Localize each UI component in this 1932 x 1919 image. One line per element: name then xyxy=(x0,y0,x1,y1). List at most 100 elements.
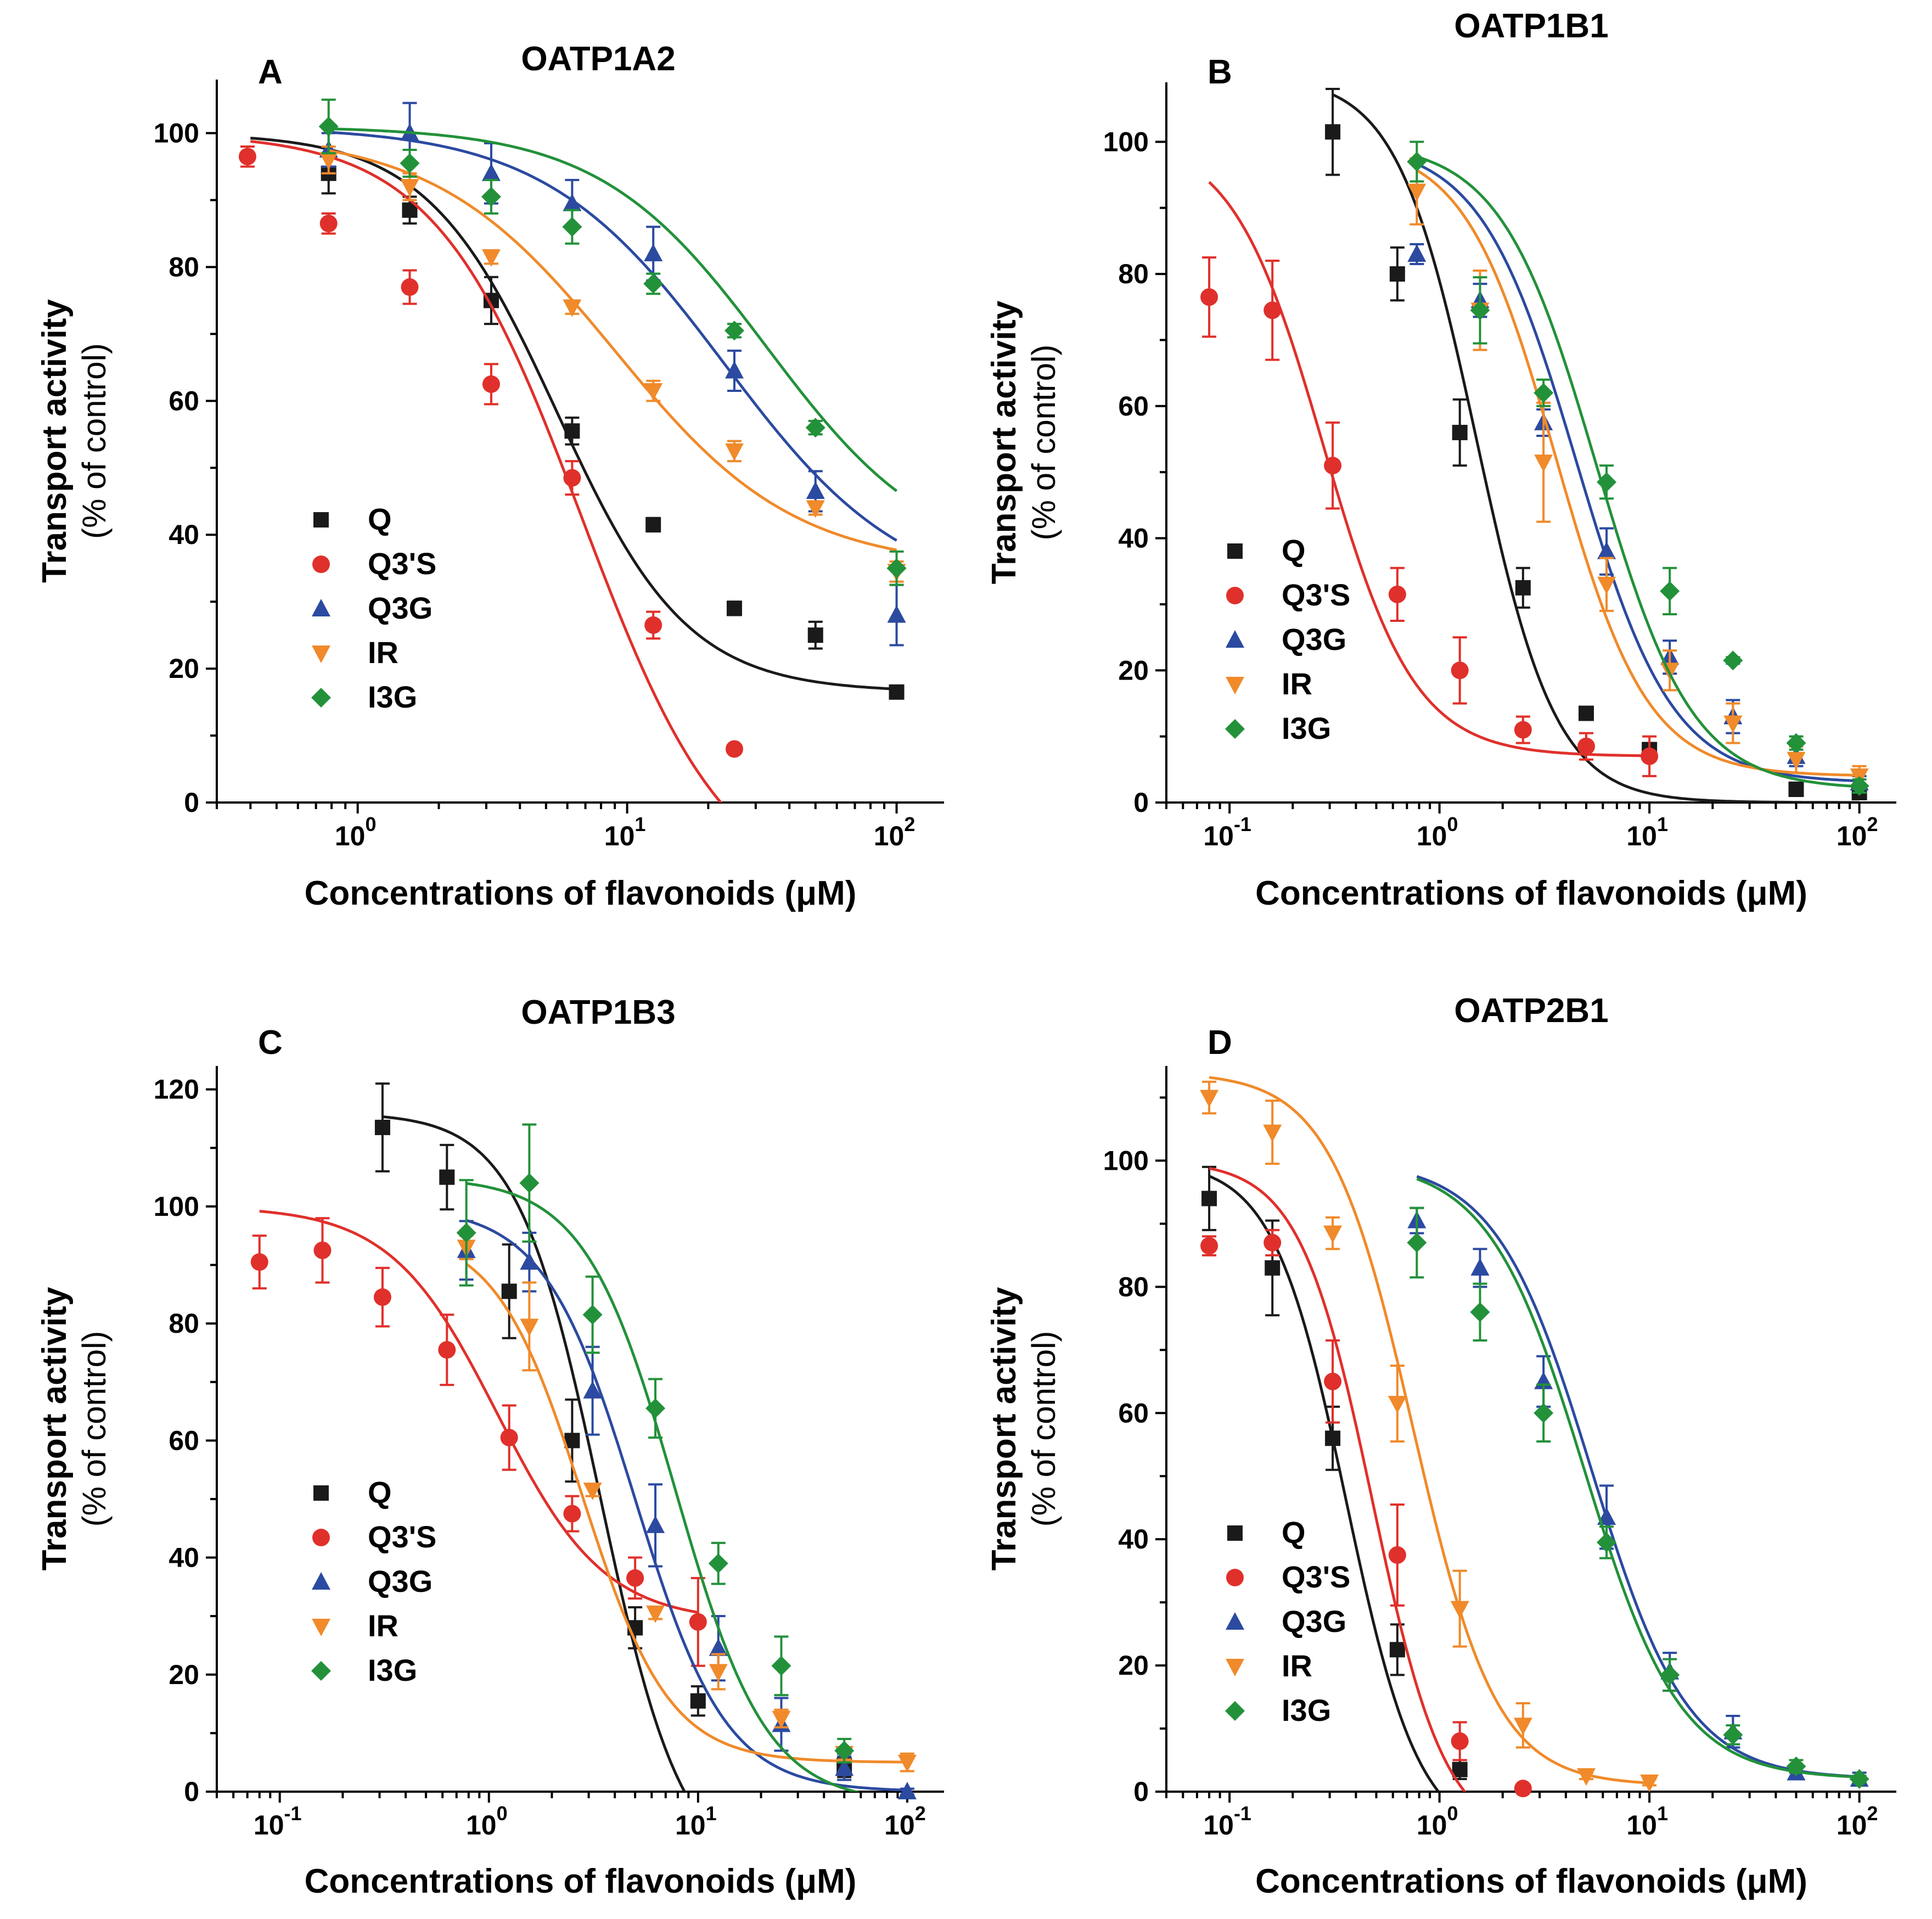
data-point xyxy=(1407,1232,1427,1253)
y-tick-label: 20 xyxy=(169,1659,199,1690)
data-point xyxy=(1577,1768,1596,1786)
y-tick-label: 0 xyxy=(1133,1776,1149,1807)
legend-marker xyxy=(312,1529,330,1546)
legend-marker xyxy=(312,1572,330,1590)
legend-marker xyxy=(312,556,330,573)
legend-marker xyxy=(313,512,329,528)
data-point xyxy=(1201,1191,1217,1207)
data-point xyxy=(1324,1372,1342,1390)
x-tick-label: 101 xyxy=(1626,1802,1668,1841)
y-axis-sublabel: (% of control) xyxy=(76,343,113,539)
y-tick-label: 80 xyxy=(169,1308,199,1339)
y-tick-label: 0 xyxy=(1133,787,1149,818)
data-point xyxy=(835,1758,854,1776)
series-q3s xyxy=(250,1210,707,1667)
data-point xyxy=(1534,454,1553,473)
legend-marker xyxy=(1227,1525,1243,1541)
data-point xyxy=(708,1553,728,1574)
x-tick-label: 102 xyxy=(874,813,916,851)
legend: Q Q3'S Q3G IR I3G xyxy=(311,502,436,714)
legend-label: IR xyxy=(1282,666,1312,701)
fit-curve xyxy=(328,131,897,542)
legend-label: IR xyxy=(1282,1648,1312,1683)
data-point xyxy=(1450,1601,1469,1619)
data-point xyxy=(805,418,825,438)
data-point xyxy=(1787,751,1806,770)
data-point xyxy=(1786,733,1806,753)
y-tick-label: 100 xyxy=(1103,1145,1149,1176)
data-point xyxy=(646,1515,665,1533)
data-point xyxy=(482,375,500,393)
data-point xyxy=(439,1169,455,1185)
data-point xyxy=(1534,1403,1554,1423)
legend-marker xyxy=(1226,1612,1244,1630)
panel-title: OATP1A2 xyxy=(521,40,675,78)
data-point xyxy=(725,740,743,758)
data-point xyxy=(771,1656,791,1676)
legend-label: IR xyxy=(368,1608,398,1643)
data-point xyxy=(626,1569,644,1587)
y-tick-label: 60 xyxy=(1118,1398,1149,1428)
fit-curve xyxy=(250,140,723,803)
data-point xyxy=(1470,300,1490,321)
panel-title: OATP1B1 xyxy=(1454,7,1608,45)
data-point xyxy=(481,249,501,267)
data-point xyxy=(1597,541,1616,559)
y-axis-sublabel: (% of control) xyxy=(1025,345,1062,541)
series-i3g xyxy=(456,1123,862,1792)
legend: Q Q3'S Q3G IR I3G xyxy=(1225,533,1350,745)
y-axis-sublabel: (% of control) xyxy=(1025,1331,1062,1527)
fit-curve xyxy=(1416,169,1860,777)
data-point xyxy=(1514,1780,1532,1798)
legend-label: I3G xyxy=(368,680,417,714)
panel-b: 0 20 40 60 80 100 10-1 100 101 102 OATP1B1 B Concent… xyxy=(985,7,1896,912)
y-tick-label: 40 xyxy=(1118,523,1149,554)
x-tick-label: 101 xyxy=(1626,813,1668,851)
panel-a: 0 20 40 60 80 100 100 101 102 OATP1A2 A Concentrati… xyxy=(36,40,944,912)
y-tick-label: 20 xyxy=(169,653,199,684)
fit-curve xyxy=(1209,1076,1650,1785)
legend-marker xyxy=(311,688,331,708)
series-q3g xyxy=(1407,1175,1869,1787)
series-q3s xyxy=(1200,181,1659,777)
data-point xyxy=(319,152,338,170)
fit-curve xyxy=(465,1219,907,1792)
data-point xyxy=(709,1638,728,1656)
fit-curve xyxy=(466,1182,862,1792)
panel-title: OATP2B1 xyxy=(1454,992,1608,1030)
data-point xyxy=(583,1482,602,1500)
legend-marker xyxy=(312,599,330,616)
data-point xyxy=(1597,1507,1616,1525)
data-point xyxy=(1597,576,1616,594)
fit-curve xyxy=(259,1210,699,1614)
legend-label: Q3G xyxy=(1282,1604,1346,1639)
data-point xyxy=(1263,301,1282,319)
data-point xyxy=(401,278,419,296)
legend-marker xyxy=(312,1619,330,1636)
x-tick-label: 102 xyxy=(1836,1802,1878,1841)
fit-curve xyxy=(1209,1166,1467,1792)
data-point xyxy=(887,605,906,623)
data-point xyxy=(689,1613,707,1631)
data-point xyxy=(563,1505,581,1523)
data-point xyxy=(1200,288,1218,306)
legend-label: Q3G xyxy=(1282,622,1346,656)
data-point xyxy=(238,148,256,166)
legend-label: I3G xyxy=(1282,711,1331,745)
series-q3g xyxy=(457,1219,917,1799)
data-point xyxy=(645,517,661,532)
data-point xyxy=(564,423,580,439)
data-point xyxy=(400,153,420,173)
fit-curve xyxy=(1416,162,1860,783)
data-point xyxy=(563,299,582,317)
x-tick-label: 100 xyxy=(1417,813,1458,851)
data-point xyxy=(582,1305,603,1325)
data-point xyxy=(374,1119,390,1135)
y-axis-label: Transport activity xyxy=(36,1287,74,1570)
data-point xyxy=(690,1693,706,1709)
y-tick-label: 40 xyxy=(1118,1524,1149,1555)
data-point xyxy=(1513,1718,1532,1736)
data-point xyxy=(250,1253,268,1271)
data-point xyxy=(807,627,823,643)
data-point xyxy=(1640,1774,1659,1792)
